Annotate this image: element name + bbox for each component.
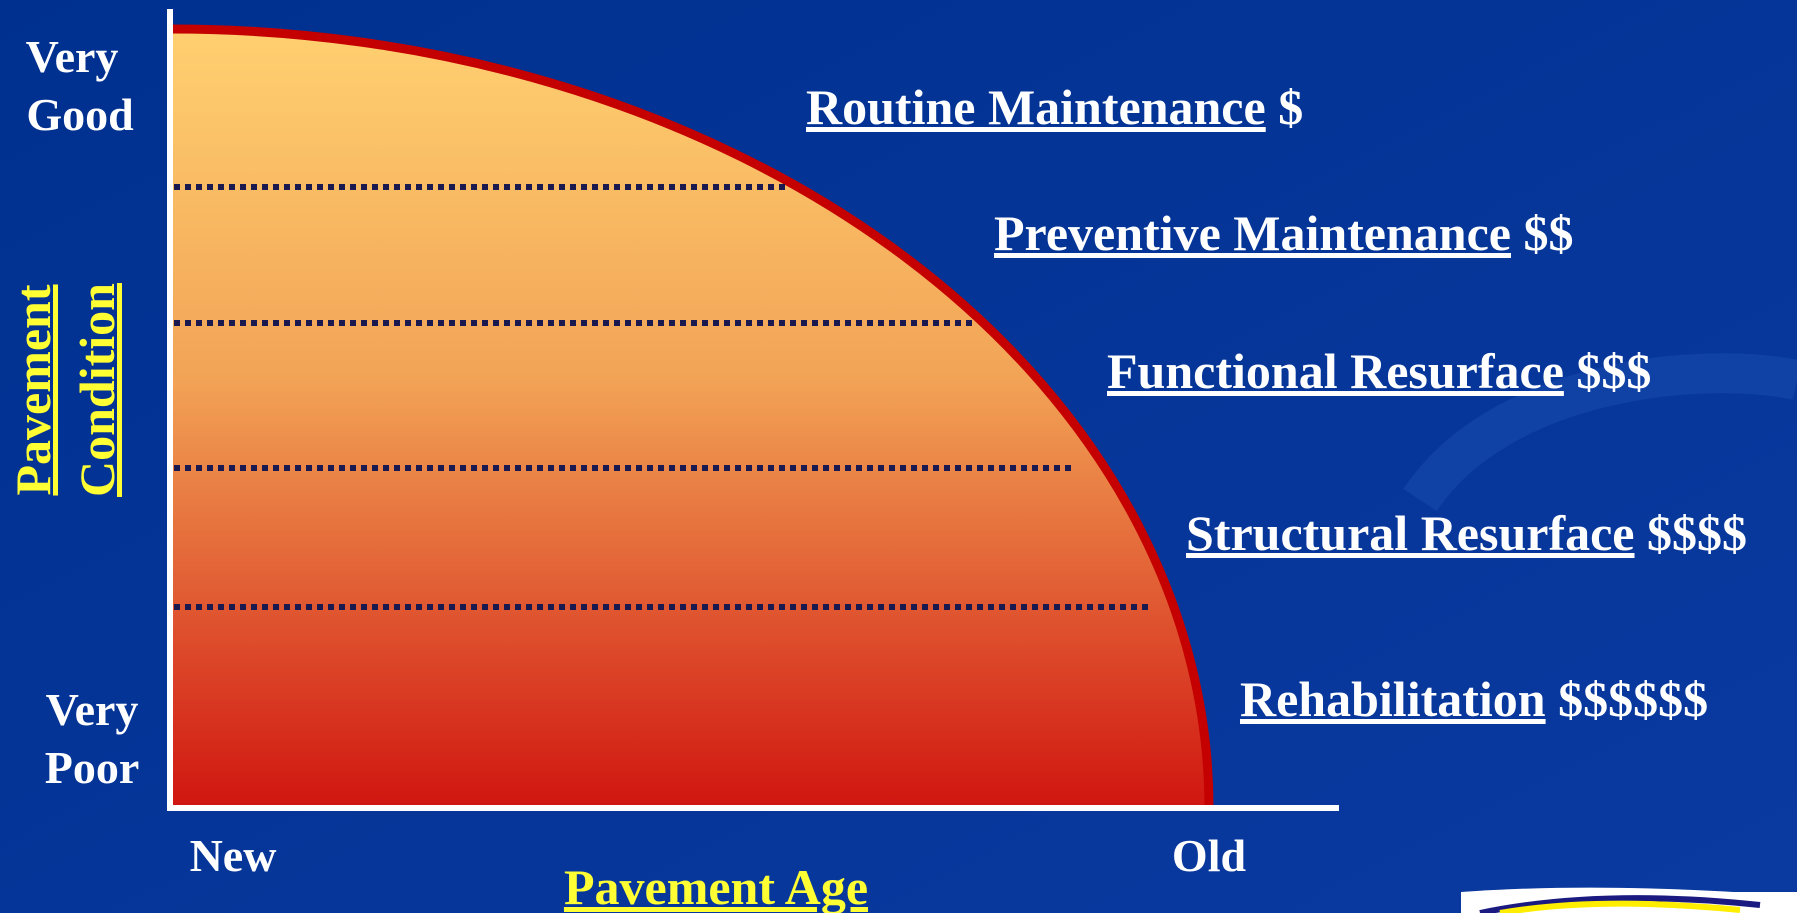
y-top-label: Very <box>26 31 119 82</box>
x-left-label: New <box>190 830 277 881</box>
treatment-name: Functional Resurface <box>1107 343 1564 399</box>
treatment-name: Routine Maintenance <box>806 79 1266 135</box>
y-top-label: Good <box>26 89 134 140</box>
logo-arc <box>1499 900 1741 913</box>
treatment-cost: $$$$ <box>1647 505 1747 561</box>
treatment-cost: $$$$$$ <box>1558 671 1708 727</box>
treatment-cost: $$ <box>1524 205 1574 261</box>
y-axis-title: Pavement <box>5 284 61 495</box>
x-right-label: Old <box>1172 830 1247 881</box>
logo <box>1461 887 1797 913</box>
background-swoosh <box>1403 353 1797 512</box>
deterioration-curve <box>171 24 1214 809</box>
treatment-cost: $ <box>1278 79 1303 135</box>
treatment: Rehabilitation $$$$$$ <box>1240 671 1708 727</box>
treatment-name: Structural Resurface <box>1186 505 1635 561</box>
treatment-name: Rehabilitation <box>1240 671 1546 727</box>
y-bottom-label: Poor <box>45 742 140 793</box>
logo-arc <box>1479 895 1761 913</box>
x-axis-title: Pavement Age <box>564 859 868 913</box>
treatment: Routine Maintenance $ <box>806 79 1303 135</box>
condition-area <box>172 29 1209 808</box>
treatment-name: Preventive Maintenance <box>994 205 1511 261</box>
treatment-cost: $$$ <box>1576 343 1651 399</box>
y-axis-title: Condition <box>69 283 125 497</box>
threshold-lines <box>174 184 1152 610</box>
y-bottom-label: Very <box>46 684 139 735</box>
treatment: Structural Resurface $$$$ <box>1186 505 1747 561</box>
treatment: Preventive Maintenance $$ <box>994 205 1574 261</box>
treatment: Functional Resurface $$$ <box>1107 343 1651 399</box>
